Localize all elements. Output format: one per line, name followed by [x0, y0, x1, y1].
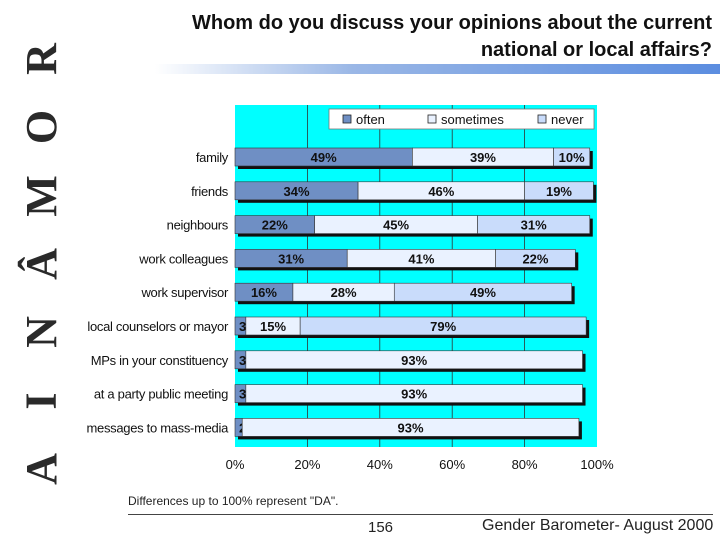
bar-never	[477, 215, 591, 234]
bar-never	[393, 282, 572, 302]
bar-never	[524, 181, 594, 201]
data-label: 39%	[470, 150, 496, 165]
x-tick-label: 80%	[512, 457, 538, 472]
title-underline-bar	[155, 64, 720, 74]
bar-sometimes	[245, 350, 583, 370]
data-label: 19%	[546, 184, 572, 199]
x-tick-label: 60%	[439, 457, 465, 472]
bar-never	[553, 147, 591, 167]
data-label: 28%	[331, 285, 357, 300]
data-label: 49%	[311, 150, 337, 165]
data-label: 93%	[401, 387, 427, 402]
category-label: local counselors or mayor	[87, 319, 229, 334]
legend-swatch-never	[537, 114, 547, 124]
data-label: 93%	[401, 353, 427, 368]
title-line-2: national or local affairs?	[480, 39, 712, 61]
data-label: 41%	[408, 251, 434, 266]
bar-never	[495, 249, 576, 268]
page-title: Whom do you discuss your opinions about …	[130, 10, 712, 64]
legend-label-never: never	[551, 112, 584, 127]
data-label: 22%	[522, 251, 548, 266]
bar-sometimes	[241, 418, 580, 437]
data-label: 31%	[278, 251, 304, 266]
legend-swatch-sometimes	[427, 114, 437, 124]
legend-label-often: often	[356, 112, 385, 127]
data-label: 79%	[430, 319, 456, 334]
data-label: 22%	[262, 218, 288, 233]
data-label: 46%	[428, 184, 454, 199]
bar-sometimes	[245, 384, 583, 403]
data-label: 34%	[284, 184, 310, 199]
footnote: Differences up to 100% represent "DA".	[128, 494, 339, 508]
footer-divider	[128, 514, 713, 515]
category-label: work supervisor	[140, 285, 228, 300]
category-label: at a party public meeting	[94, 387, 228, 402]
x-tick-label: 0%	[226, 457, 245, 472]
page-number: 156	[368, 519, 394, 536]
bar-never	[299, 316, 587, 336]
title-line-1: Whom do you discuss your opinions about …	[191, 12, 712, 34]
x-tick-label: 100%	[580, 457, 614, 472]
x-tick-label: 40%	[367, 457, 393, 472]
category-label: family	[196, 150, 229, 165]
category-label: friends	[191, 184, 229, 199]
data-label: 15%	[260, 319, 286, 334]
data-label: 49%	[470, 285, 496, 300]
data-label: 93%	[398, 420, 424, 435]
category-label: messages to mass-media	[86, 420, 229, 435]
source-label: Gender Barometer- August 2000	[482, 517, 714, 534]
data-label: 10%	[559, 150, 585, 165]
category-label: neighbours	[167, 218, 229, 233]
legend-swatch-often	[342, 114, 352, 124]
data-label: 45%	[383, 218, 409, 233]
category-label: MPs in your constituency	[91, 353, 229, 368]
legend-label-sometimes: sometimes	[441, 112, 504, 127]
chart-legend	[328, 108, 595, 130]
data-label: 31%	[521, 218, 547, 233]
x-tick-label: 20%	[294, 457, 320, 472]
category-label: work colleagues	[138, 251, 229, 266]
data-label: 16%	[251, 285, 277, 300]
